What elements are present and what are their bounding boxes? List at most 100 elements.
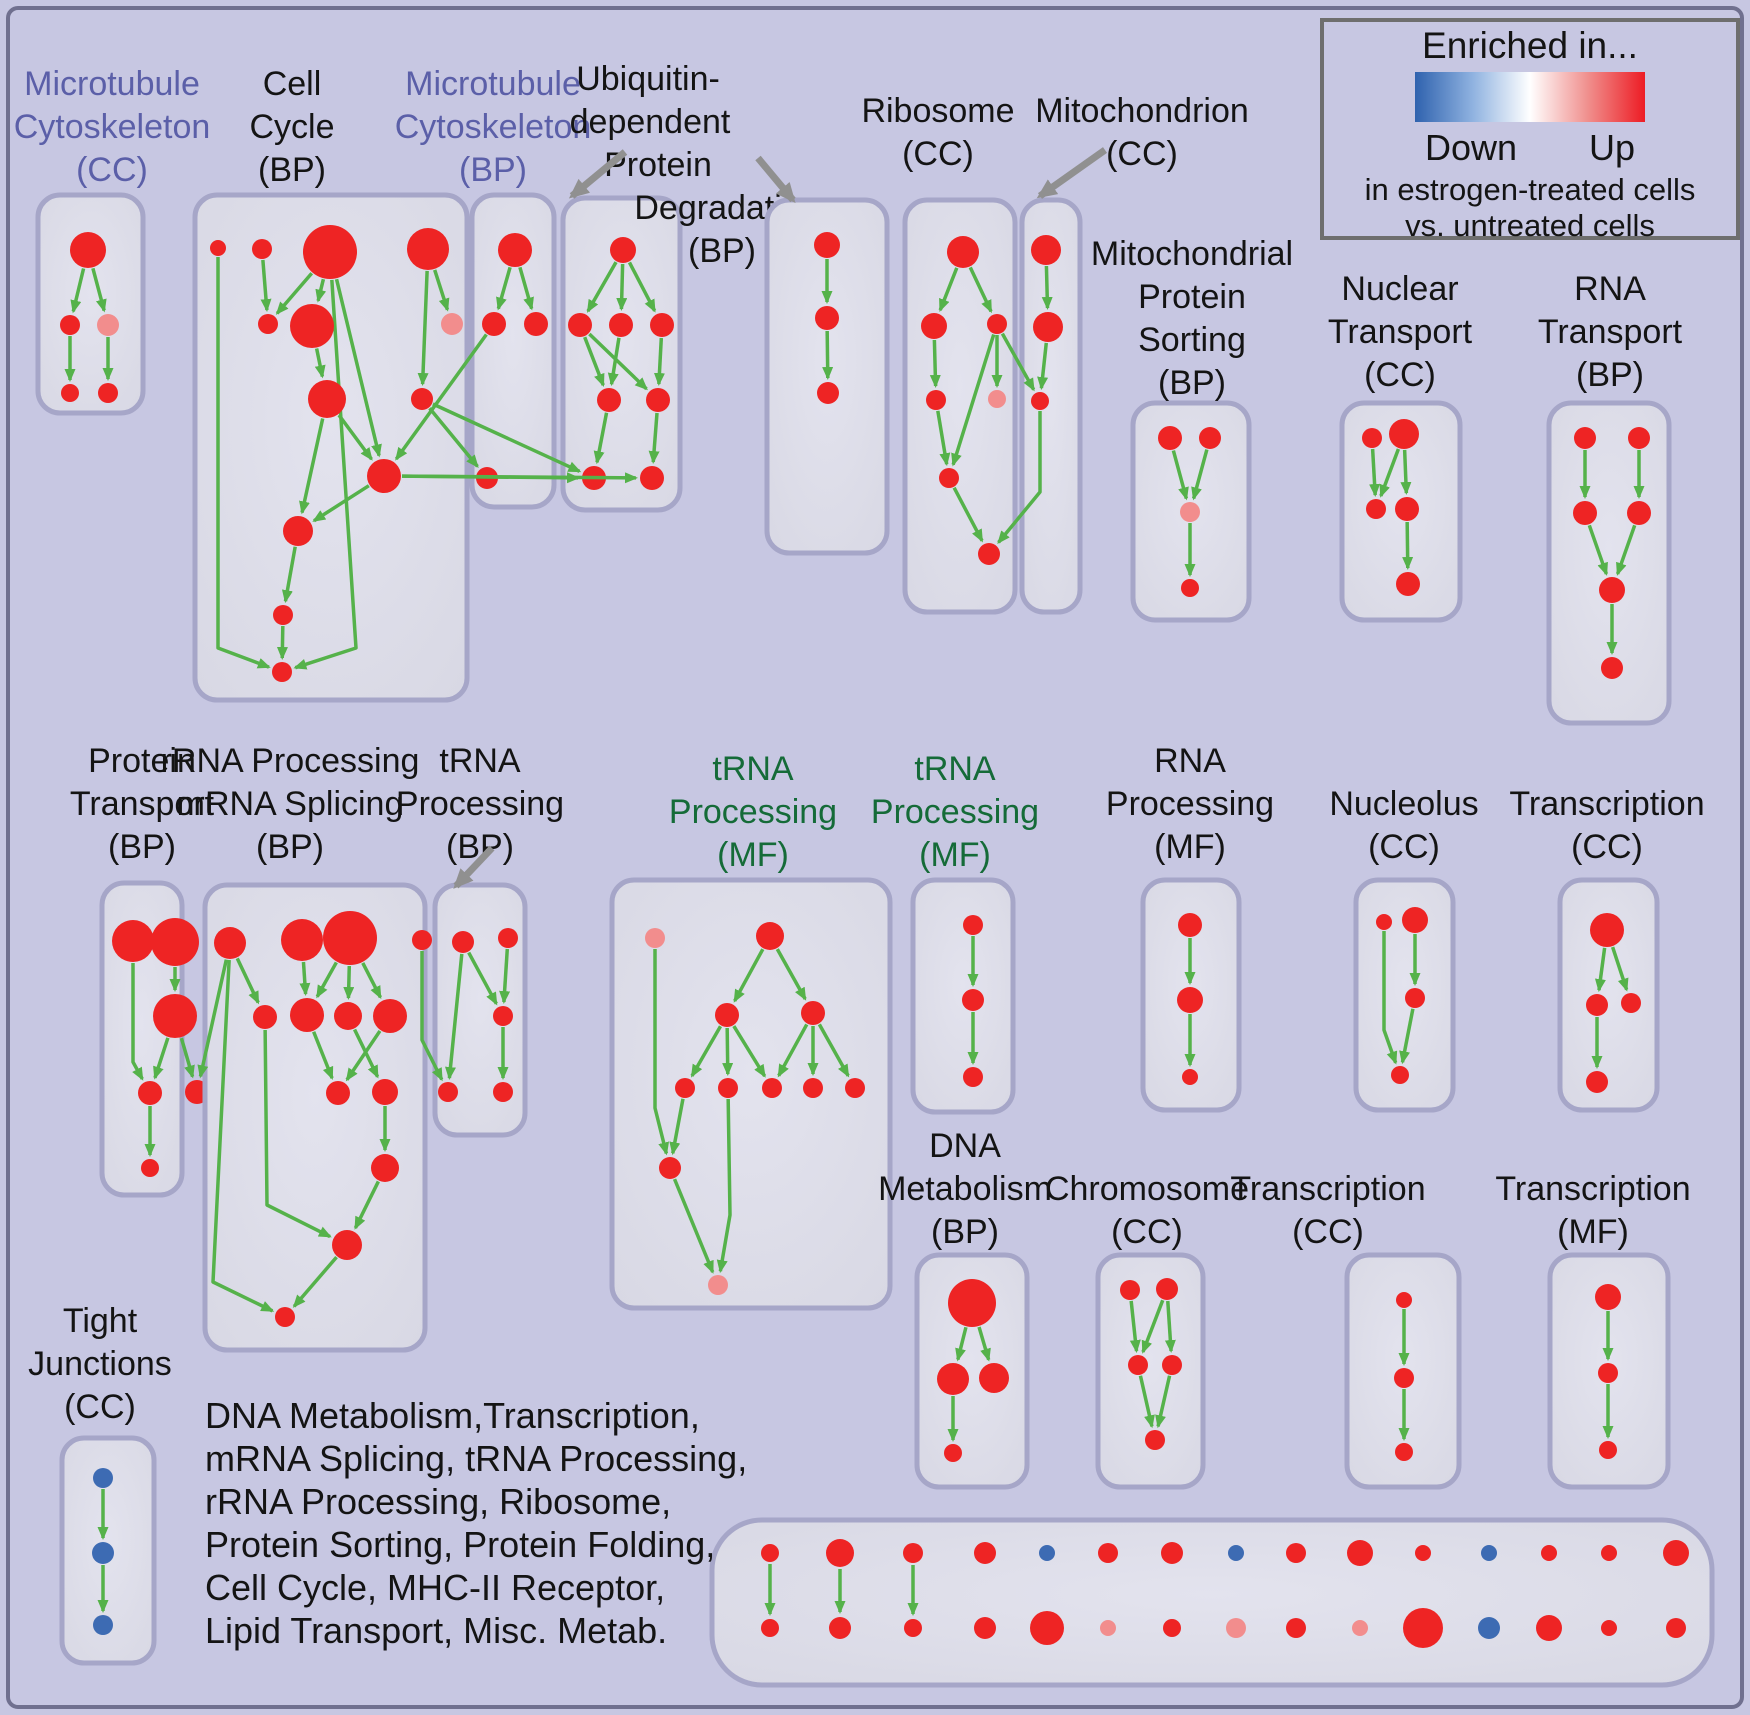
edge-arrow	[197, 959, 229, 1079]
cluster-nodes-rna-transport	[1573, 427, 1651, 679]
cluster-box-rrna-processing-mrna-splicing	[202, 882, 428, 1353]
edge-arrow	[401, 472, 639, 484]
edge-arrow	[315, 278, 327, 303]
go-term-node	[1663, 1540, 1689, 1566]
edge-arrow	[929, 339, 941, 389]
cluster-label-protein-transport-line1: Transport	[70, 785, 215, 823]
annotation-line-5: Lipid Transport, Misc. Metab.	[205, 1610, 667, 1651]
edge-arrow	[722, 1027, 734, 1077]
go-term-node	[371, 1154, 399, 1182]
go-term-node	[151, 918, 199, 966]
cluster-label-cell-cycle-line0: Cell	[263, 65, 322, 103]
cluster-nodes-mitochondrial-protein-sorting	[1158, 426, 1221, 597]
go-term-node	[762, 1078, 782, 1098]
go-term-node	[801, 1001, 825, 1025]
go-term-node	[1598, 1363, 1618, 1383]
go-term-node	[815, 306, 839, 330]
cluster-edges-ubiquitin-degradation	[583, 261, 665, 465]
edge-arrow	[1129, 1300, 1141, 1354]
edge-arrow	[1587, 524, 1609, 576]
cluster-label-protein-transport-line0: Protein	[88, 742, 196, 780]
annotation-line-0: DNA Metabolism,Transcription,	[205, 1395, 700, 1436]
go-term-node	[761, 1544, 779, 1562]
go-term-node	[138, 1081, 162, 1105]
go-term-node	[1599, 1441, 1617, 1459]
go-term-node	[498, 233, 532, 267]
edge-arrow	[216, 257, 271, 669]
cluster-label-rna-processing-mf-line1: Processing	[1106, 785, 1274, 823]
cluster-nodes-trna-processing-mf-1	[645, 922, 865, 1295]
cluster-mitochondrion-cc: Mitochondrion (CC)	[1019, 92, 1249, 615]
cluster-label-trna-processing-mf-1-line0: tRNA	[712, 750, 794, 788]
go-term-node	[1586, 994, 1608, 1016]
edge-arrow	[211, 959, 275, 1313]
cluster-label-ubiquitin-degradation-line0: Ubiquitin-	[576, 60, 720, 98]
go-term-node	[272, 662, 292, 682]
cluster-label-transcription-cc-mid-line1: (CC)	[1571, 828, 1643, 866]
annotation-line-2: rRNA Processing, Ribosome,	[205, 1481, 671, 1522]
go-term-node	[978, 543, 1000, 565]
go-term-node	[640, 466, 664, 490]
go-term-node	[948, 1279, 996, 1327]
edge-arrow	[1615, 524, 1637, 576]
edge-arrow	[690, 1025, 723, 1078]
go-term-node	[334, 1002, 362, 1030]
edge-arrow	[951, 333, 996, 467]
edge-arrow	[588, 332, 648, 391]
go-term-node	[1573, 501, 1597, 525]
shared-terms-strip-box	[709, 1517, 1715, 1688]
edge-arrow	[518, 266, 534, 311]
cluster-box-mitochondrion-cc	[1019, 197, 1083, 615]
go-term-node	[273, 605, 293, 625]
cluster-nodes-tight-junctions	[92, 1468, 114, 1635]
edge-arrow	[593, 412, 609, 465]
cluster-label-mitochondrial-protein-sorting-line1: Protein	[1138, 278, 1246, 316]
edge-arrow	[428, 407, 479, 468]
go-term-node	[979, 1363, 1009, 1393]
go-term-node	[926, 390, 946, 410]
edge-arrow	[1379, 448, 1401, 498]
go-term-node	[650, 313, 674, 337]
cluster-label-mitochondrial-protein-sorting-line3: (BP)	[1158, 364, 1226, 402]
go-term-node	[1536, 1615, 1562, 1641]
cluster-label-mitochondrion-cc-line1: (CC)	[1106, 135, 1178, 173]
go-term-node	[963, 915, 983, 935]
edge-arrow	[817, 1023, 850, 1078]
go-term-node	[1178, 913, 1202, 937]
legend-subtitle-1: in estrogen-treated cells	[1365, 172, 1696, 207]
edge-arrow	[952, 486, 984, 543]
cluster-edges-mitochondrion-cc	[1037, 265, 1053, 391]
go-term-node	[1031, 392, 1049, 410]
go-term-node	[1405, 988, 1425, 1008]
go-term-node	[1601, 657, 1623, 679]
edge-arrow	[334, 278, 382, 458]
go-term-node	[1402, 907, 1428, 933]
cluster-box-transcription-cc-mid	[1557, 877, 1660, 1113]
go-term-node	[1628, 427, 1650, 449]
go-term-node	[1590, 913, 1624, 947]
go-term-node	[1100, 1620, 1116, 1636]
go-term-node	[1228, 1545, 1244, 1561]
go-term-node	[482, 312, 506, 336]
cluster-label-ribosome-cc-line1: (CC)	[902, 135, 974, 173]
go-term-node	[258, 314, 278, 334]
go-term-node	[1158, 426, 1182, 450]
edge-arrow	[733, 948, 765, 1003]
cluster-nodes-ubiquitin-degradation-2	[814, 232, 840, 404]
go-term-node	[1415, 1545, 1431, 1561]
cluster-cell-cycle: Cell Cycle (BP)	[192, 65, 470, 703]
go-term-node	[60, 315, 80, 335]
cluster-chromosome-cc: Chromosome (CC)	[1045, 1170, 1249, 1490]
edge-arrow	[732, 1025, 767, 1078]
cluster-rna-processing-mf: RNA Processing (MF)	[1106, 742, 1274, 1113]
cluster-ubiquitin-degradation: Ubiquitin-dependentProteinDegradation(BP…	[560, 60, 820, 513]
go-term-node	[904, 1619, 922, 1637]
cluster-label-nucleolus-cc-line1: (CC)	[1368, 828, 1440, 866]
go-term-node	[817, 382, 839, 404]
go-term-node	[112, 920, 154, 962]
go-term-node	[1396, 1292, 1412, 1308]
go-term-node	[921, 313, 947, 339]
cluster-label-tight-junctions-line1: Junctions	[28, 1345, 172, 1383]
